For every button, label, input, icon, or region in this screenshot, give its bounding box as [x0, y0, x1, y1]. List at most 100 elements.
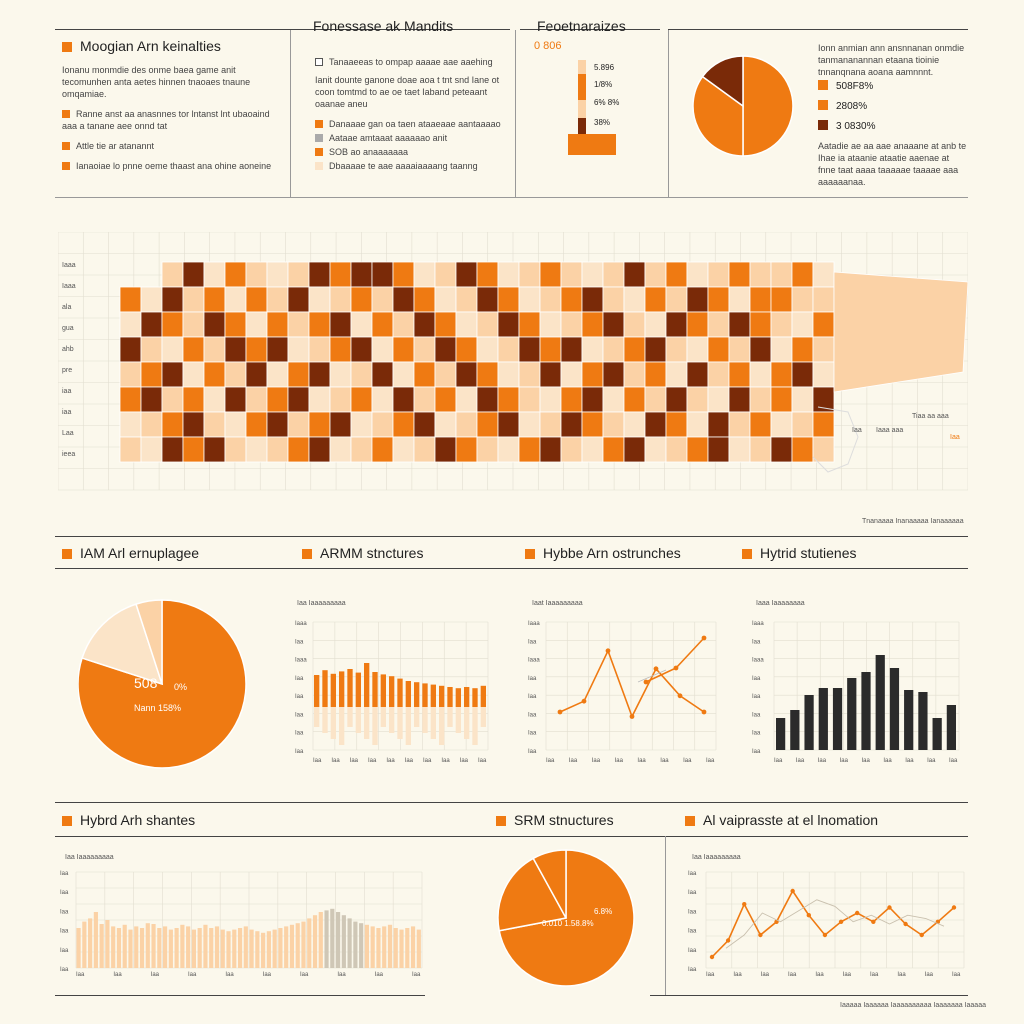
bar-shadow	[364, 707, 370, 739]
map-cell	[161, 336, 184, 363]
bar	[180, 924, 185, 968]
map-cell	[455, 311, 478, 338]
map-cell	[224, 361, 247, 388]
map-cell	[329, 411, 352, 438]
bar	[480, 685, 486, 707]
mandits-list: Tanaaeeas to ompap aaaae aae aaehing Ian…	[315, 56, 505, 172]
bar	[289, 924, 295, 968]
map-cell	[812, 411, 835, 438]
map-cell	[413, 411, 436, 438]
map-cell	[308, 386, 331, 413]
map-cell	[812, 336, 835, 363]
map-cell	[791, 286, 814, 313]
map-cell	[224, 286, 247, 313]
map-cell	[434, 311, 457, 338]
map-cell	[707, 261, 730, 288]
map-cell	[812, 361, 835, 388]
map-cell	[602, 261, 625, 288]
x-tick-label: Iaa	[405, 758, 414, 764]
x-tick-label: Iaa	[263, 972, 272, 978]
bar	[341, 915, 346, 968]
map-cell	[476, 411, 499, 438]
map-cell	[539, 311, 562, 338]
series-line	[725, 899, 945, 949]
x-tick-label: Iaa	[423, 758, 432, 764]
map-cell	[686, 261, 709, 288]
map-cell	[434, 361, 457, 388]
bar	[249, 929, 254, 968]
map-cell	[623, 311, 646, 338]
pie-note: Aatadie ae aa aae anaaane at anb te Ihae…	[818, 141, 967, 187]
x-tick-label: Iaa	[815, 972, 824, 978]
y-tick-label: Iaa	[752, 712, 761, 718]
x-tick-label: Iaa	[569, 758, 578, 764]
map-cell	[287, 361, 310, 388]
chart-subtitle: Iaa Iaaaaaaaaa	[297, 600, 346, 607]
bar-shadow	[405, 707, 411, 745]
x-tick-label: Iaa	[905, 758, 914, 764]
map-cell	[539, 336, 562, 363]
map-cell	[182, 361, 205, 388]
map-cell	[413, 386, 436, 413]
map-cell	[791, 436, 814, 463]
bar-shadow	[447, 707, 453, 727]
bar	[168, 929, 173, 968]
top-rule-1	[55, 29, 305, 30]
bar	[946, 705, 956, 750]
stack-segment	[578, 118, 586, 134]
row4-title: SRM stnuctures	[496, 812, 614, 828]
map-caption: Tnanaaaa Inanaaaaa Ianaaaaaa	[862, 518, 964, 525]
pie-slice	[692, 75, 744, 157]
map-cell	[560, 286, 583, 313]
y-tick-label: Iaa	[295, 749, 304, 755]
row3-dark-bar-chart: Iaaa Iaa Iaaa Iaa Iaa Iaa Iaa Iaa Iaa Iaa Iaa Iaa Ia…	[752, 621, 960, 764]
data-point	[701, 709, 707, 715]
map-cell	[497, 361, 520, 388]
bar	[237, 928, 243, 968]
stack-label: 0 806	[534, 40, 562, 52]
data-point	[758, 932, 763, 938]
map-cell	[581, 361, 604, 388]
map-cell	[644, 261, 667, 288]
map-cell	[623, 336, 646, 363]
y-tick-label: Iaa	[528, 639, 537, 645]
map-cell	[161, 261, 184, 288]
map-cell	[434, 261, 457, 288]
map-cell	[497, 286, 520, 313]
bar	[932, 718, 942, 750]
map-cell	[812, 311, 835, 338]
x-tick-label: Iaa	[883, 758, 892, 764]
y-tick-label: Iaa	[528, 694, 537, 700]
y-tick-label: Iaa	[528, 749, 537, 755]
square-bullet-icon	[315, 162, 323, 170]
bar	[266, 931, 271, 968]
map-cell	[371, 411, 394, 438]
stack-title: Feoetnaraizes	[537, 18, 626, 34]
stack-segment	[578, 100, 586, 118]
bar	[393, 928, 398, 968]
series-line	[711, 889, 955, 958]
map-cell	[791, 336, 814, 363]
map-cell	[791, 411, 814, 438]
map-cell	[392, 261, 415, 288]
square-bullet-icon	[62, 162, 70, 170]
map-cell	[665, 311, 688, 338]
map-cell	[623, 286, 646, 313]
map-cell	[518, 411, 541, 438]
map-cell	[182, 311, 205, 338]
map-cell	[266, 336, 289, 363]
row4-title: Al vaiprasste at el lnomation	[685, 812, 878, 828]
bar	[307, 918, 312, 968]
square-bullet-icon	[315, 120, 323, 128]
bar	[380, 674, 386, 707]
map-cell	[560, 336, 583, 363]
intro-bullet: Ranne anst aa anasnnes tor lntanst lnt u…	[62, 109, 270, 131]
trend-line	[637, 669, 667, 683]
row4-bottom-rule	[55, 995, 425, 996]
map-right-label: Tiaa aa aaa	[912, 413, 949, 420]
map-axis-label: ieea	[62, 451, 76, 458]
y-tick-label: Iaa	[295, 676, 304, 682]
bar	[464, 687, 470, 707]
map-cell	[371, 311, 394, 338]
map-right-label: Iaa	[852, 427, 862, 434]
